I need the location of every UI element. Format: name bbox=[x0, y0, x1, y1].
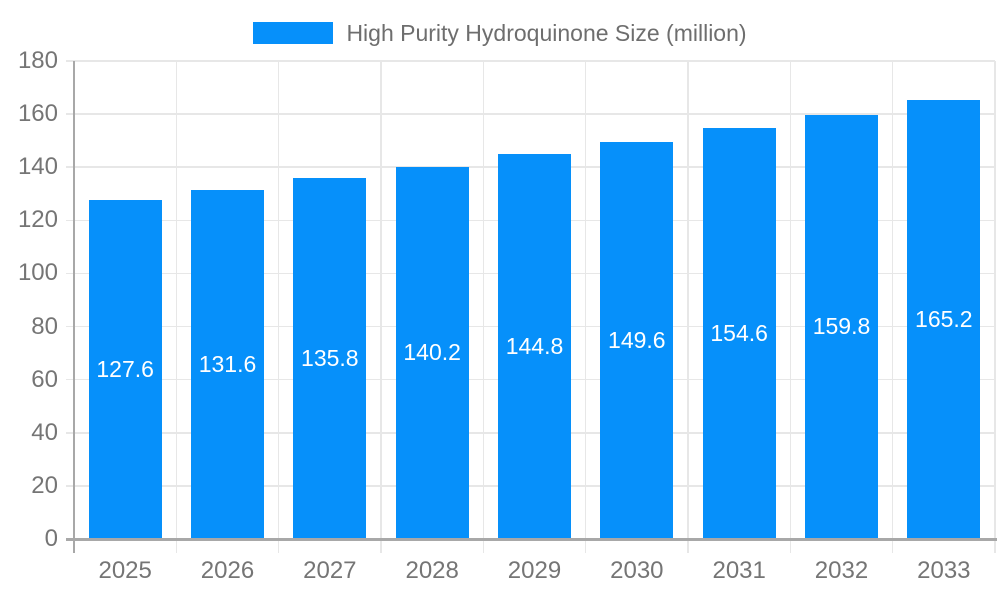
x-gridline bbox=[584, 61, 587, 553]
x-gridline bbox=[277, 61, 280, 553]
bar-value-label: 127.6 bbox=[96, 356, 154, 383]
x-gridline bbox=[175, 61, 178, 553]
x-gridline bbox=[994, 61, 996, 553]
y-gridline bbox=[66, 60, 995, 62]
y-axis-label: 140 bbox=[17, 153, 58, 181]
x-axis-line bbox=[66, 537, 997, 541]
y-axis-label: 20 bbox=[31, 471, 58, 499]
bar[interactable]: 135.8 bbox=[293, 178, 367, 539]
bar-value-label: 135.8 bbox=[301, 345, 359, 372]
bar[interactable]: 154.6 bbox=[702, 128, 776, 539]
bar-value-label: 149.6 bbox=[608, 326, 666, 353]
y-axis-line bbox=[73, 61, 75, 553]
bar-value-label: 165.2 bbox=[915, 306, 973, 333]
bar[interactable]: 149.6 bbox=[600, 141, 674, 539]
y-axis-label: 40 bbox=[31, 418, 58, 446]
bar-value-label: 140.2 bbox=[403, 339, 461, 366]
bar-value-label: 154.6 bbox=[710, 320, 768, 347]
x-gridline bbox=[482, 61, 485, 553]
legend-label: High Purity Hydroquinone Size (million) bbox=[346, 19, 747, 46]
bar-value-label: 144.8 bbox=[505, 333, 564, 360]
y-axis-label: 180 bbox=[17, 47, 58, 74]
y-axis-label: 120 bbox=[17, 206, 58, 234]
bar-value-label: 159.8 bbox=[812, 313, 871, 340]
bar[interactable]: 159.8 bbox=[805, 114, 878, 539]
bar[interactable]: 131.6 bbox=[191, 189, 264, 539]
y-axis-label: 60 bbox=[31, 365, 58, 393]
bar[interactable]: 165.2 bbox=[907, 100, 981, 539]
x-axis-label: 2030 bbox=[610, 557, 664, 584]
bar[interactable]: 127.6 bbox=[88, 200, 162, 539]
bar[interactable]: 140.2 bbox=[395, 166, 469, 539]
x-gridline bbox=[789, 61, 792, 553]
x-gridline bbox=[891, 61, 894, 553]
x-axis-label: 2029 bbox=[507, 557, 562, 584]
x-axis-label: 2025 bbox=[98, 557, 152, 584]
y-axis-label: 0 bbox=[44, 525, 58, 552]
y-axis-label: 80 bbox=[31, 312, 58, 340]
legend-item[interactable]: High Purity Hydroquinone Size (million) bbox=[253, 19, 747, 47]
x-axis-label: 2028 bbox=[405, 557, 459, 584]
y-axis-label: 160 bbox=[17, 100, 58, 128]
legend-swatch-icon bbox=[253, 22, 334, 44]
x-gridline bbox=[380, 61, 382, 553]
y-axis-label: 100 bbox=[17, 259, 58, 287]
x-axis-label: 2032 bbox=[814, 557, 869, 584]
bar[interactable]: 144.8 bbox=[498, 154, 571, 539]
legend: High Purity Hydroquinone Size (million) bbox=[0, 18, 1000, 48]
x-axis-label: 2027 bbox=[303, 557, 357, 584]
x-axis-label: 2026 bbox=[200, 557, 255, 584]
x-axis-label: 2031 bbox=[712, 557, 766, 584]
bar-value-label: 131.6 bbox=[198, 350, 257, 377]
y-gridline bbox=[66, 113, 995, 115]
x-axis-label: 2033 bbox=[917, 557, 971, 584]
x-gridline bbox=[687, 61, 689, 553]
